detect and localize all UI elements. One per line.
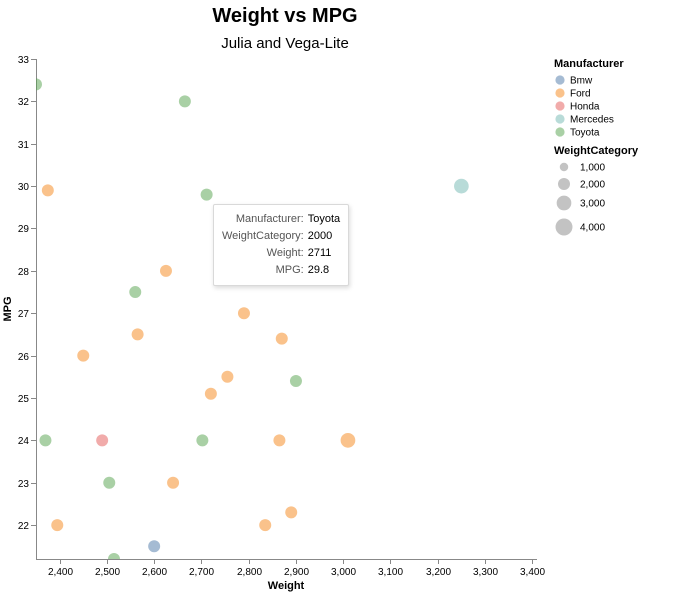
data-point: [200, 188, 213, 201]
legend-color-swatch: [555, 127, 565, 137]
y-tick-label: 28: [18, 267, 30, 278]
data-point: [148, 540, 161, 553]
chart-title: Weight vs MPG: [212, 5, 357, 27]
data-point: [178, 95, 191, 108]
data-point: [96, 434, 109, 447]
data-point: [36, 78, 42, 91]
size-legend-title: WeightCategory: [554, 145, 639, 157]
data-point: [237, 307, 250, 320]
legend-color-label: Honda: [570, 102, 600, 113]
x-tick-label: 2,600: [142, 567, 167, 578]
data-point: [107, 553, 120, 559]
y-tick-label: 31: [18, 140, 30, 151]
x-tick-label: 3,200: [426, 567, 451, 578]
data-point: [159, 264, 172, 277]
data-point: [131, 328, 144, 341]
y-tick-label: 32: [18, 97, 30, 108]
y-tick-label: 27: [18, 309, 30, 320]
y-tick-label: 23: [18, 479, 30, 490]
x-tick-label: 2,700: [189, 567, 214, 578]
legend-color-swatch: [555, 101, 565, 111]
x-axis-title: Weight: [268, 580, 305, 592]
legend-color-swatch: [555, 88, 565, 98]
data-point: [340, 433, 356, 448]
data-point: [41, 184, 54, 197]
x-tick-label: 2,900: [284, 567, 309, 578]
data-points: [36, 78, 469, 559]
x-tick-label: 2,500: [95, 567, 120, 578]
tooltip-key-weightcategory: WeightCategory:: [222, 230, 304, 242]
tooltip-row-weight: Weight: 2711: [222, 245, 340, 262]
legend-color-label: Mercedes: [570, 115, 614, 126]
legend-size-label: 1,000: [580, 163, 605, 174]
tooltip-value-manufacturer: Toyota: [307, 213, 341, 225]
legend-color-label: Toyota: [570, 128, 600, 139]
tooltip-row-manufacturer: Manufacturer: Toyota: [222, 211, 340, 228]
data-point: [285, 506, 298, 519]
legend-color-label: Ford: [570, 89, 591, 100]
legend-color-label: Bmw: [570, 76, 593, 87]
y-tick-label: 29: [18, 224, 30, 235]
y-tick-label: 26: [18, 352, 30, 363]
tooltip-row-mpg: MPG: 29.8: [222, 262, 340, 279]
x-axis: 2,400 2,500 2,600 2,700 2,800 2,900 3,000 3,100…: [36, 559, 545, 578]
legend-size-label: 2,000: [580, 180, 605, 191]
x-tick-label: 2,400: [48, 567, 73, 578]
legend-size-label: 4,000: [580, 223, 605, 234]
tooltip-table: Manufacturer: Toyota WeightCategory: 200…: [222, 211, 340, 279]
color-legend: Manufacturer Bmw Ford Honda Mercedes Toyota: [554, 58, 624, 139]
data-point: [51, 519, 64, 532]
y-tick-label: 22: [18, 521, 30, 532]
tooltip-row-weightcategory: WeightCategory: 2000: [222, 228, 340, 245]
legend-color-swatch: [555, 75, 565, 85]
tooltip-key-weight: Weight:: [266, 247, 304, 259]
y-tick-label: 24: [18, 436, 30, 447]
color-legend-title: Manufacturer: [554, 58, 624, 70]
data-point: [39, 434, 52, 447]
y-axis: 22 23 24 25 26 27 28 29 30 31 32 33: [18, 55, 37, 559]
y-tick-label: 33: [18, 55, 30, 66]
data-point: [273, 434, 286, 447]
tooltip-value-mpg: 29.8: [307, 264, 330, 276]
x-tick-label: 3,300: [473, 567, 498, 578]
legend-color-swatch: [555, 114, 565, 124]
x-tick-label: 3,100: [378, 567, 403, 578]
data-point: [129, 286, 142, 299]
tooltip-key-manufacturer: Manufacturer:: [235, 213, 304, 225]
x-tick-label: 3,400: [520, 567, 545, 578]
size-legend: WeightCategory 1,000 2,000 3,000 4,000: [554, 145, 639, 236]
data-point: [167, 476, 180, 489]
y-axis-title: MPG: [2, 296, 14, 321]
data-point: [77, 349, 90, 362]
tooltip: Manufacturer: Toyota WeightCategory: 200…: [213, 204, 350, 286]
legend-size-label: 3,000: [580, 199, 605, 210]
data-point: [275, 332, 288, 345]
data-point: [204, 387, 217, 400]
legend-size-swatch: [558, 178, 570, 190]
data-point: [103, 476, 116, 489]
data-point: [289, 375, 302, 388]
legend-size-swatch: [559, 162, 569, 172]
y-tick-label: 25: [18, 394, 30, 405]
tooltip-value-weightcategory: 2000: [307, 230, 333, 242]
tooltip-value-weight: 2711: [307, 247, 332, 259]
data-point: [196, 434, 209, 447]
tooltip-key-mpg: MPG:: [275, 264, 304, 276]
legend-size-swatch: [555, 218, 573, 236]
legend-size-swatch: [556, 195, 572, 211]
data-point: [221, 370, 234, 383]
chart-subtitle: Julia and Vega-Lite: [221, 35, 349, 52]
y-tick-label: 30: [18, 182, 30, 193]
x-tick-label: 3,000: [331, 567, 356, 578]
x-tick-label: 2,800: [237, 567, 262, 578]
data-point: [454, 178, 469, 194]
data-point: [259, 519, 272, 532]
